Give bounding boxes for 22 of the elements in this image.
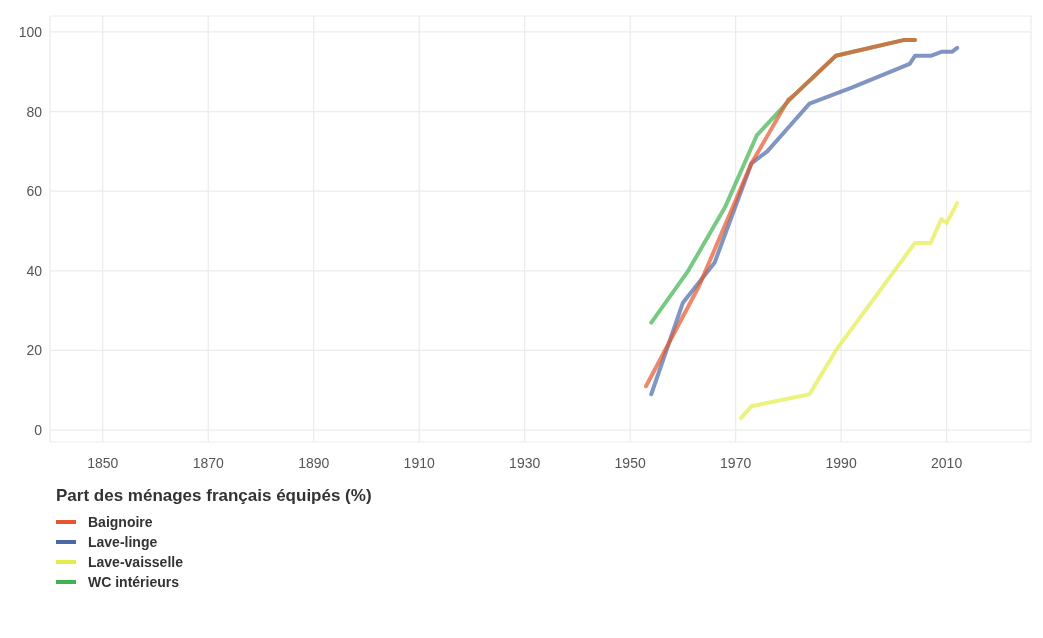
y-tick-label: 20	[26, 342, 43, 359]
y-tick-label: 0	[34, 422, 43, 439]
line-series	[643, 37, 917, 389]
legend-title: Part des ménages français équipés (%)	[56, 486, 373, 506]
legend-label: Lave-linge	[88, 534, 158, 550]
line-series	[738, 201, 960, 421]
x-tick-label: 1890	[298, 454, 330, 471]
x-tick-label: 1950	[614, 454, 646, 471]
x-tick-label: 1870	[192, 454, 225, 471]
x-tick-label: 1970	[720, 454, 752, 471]
y-tick-label: 100	[18, 23, 43, 40]
x-tick-label: 2010	[931, 454, 963, 471]
x-tick-label: 1930	[509, 454, 541, 471]
y-tick-label: 40	[26, 262, 43, 279]
legend-label: Baignoire	[88, 514, 153, 530]
legend-label: Lave-vaisselle	[88, 554, 183, 570]
x-tick-label: 1850	[87, 454, 119, 471]
x-tick-label: 1910	[403, 454, 435, 471]
y-tick-label: 60	[26, 183, 43, 200]
legend-label: WC intérieurs	[88, 574, 180, 590]
y-tick-label: 80	[26, 103, 43, 120]
x-tick-label: 1990	[825, 454, 857, 471]
